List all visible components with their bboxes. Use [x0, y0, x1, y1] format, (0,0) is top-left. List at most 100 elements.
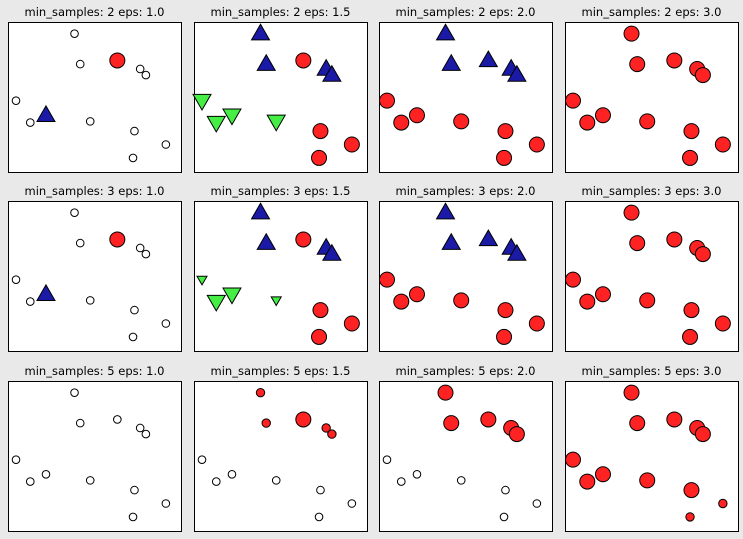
cluster-0-point — [443, 415, 460, 432]
noise-point — [130, 305, 139, 315]
cluster-0-point — [594, 107, 611, 124]
subplot-title: min_samples: 5 eps: 3.0 — [582, 364, 722, 378]
cluster-0-point — [579, 293, 596, 310]
cluster-0-point — [321, 423, 331, 433]
cluster-0-point — [579, 473, 596, 490]
plot-area — [194, 381, 368, 532]
noise-point — [25, 477, 35, 486]
cluster-1-point — [322, 64, 342, 82]
cluster-0-point — [453, 292, 470, 309]
cluster-0-point — [393, 293, 410, 310]
cluster-0-point — [497, 123, 514, 140]
subplot: min_samples: 2 eps: 1.5 — [192, 5, 368, 173]
cluster-2-point — [192, 93, 212, 111]
cluster-0-point — [311, 149, 328, 166]
cluster-0-point — [685, 512, 695, 522]
noise-point — [347, 499, 357, 508]
cluster-0-point — [255, 387, 266, 398]
subplot-title: min_samples: 3 eps: 1.0 — [25, 184, 165, 198]
cluster-2-point — [222, 287, 242, 305]
cluster-1-point — [435, 202, 456, 220]
cluster-0-point — [295, 231, 312, 248]
cluster-0-point — [629, 415, 646, 432]
cluster-0-point — [683, 482, 700, 499]
noise-point — [128, 153, 138, 163]
cluster-0-point — [528, 136, 545, 153]
cluster-1-point — [36, 283, 56, 301]
noise-point — [25, 118, 35, 127]
subplot: min_samples: 5 eps: 1.0 — [8, 364, 182, 532]
subplot-title: min_samples: 2 eps: 1.5 — [211, 5, 351, 19]
subplot-title: min_samples: 5 eps: 1.5 — [211, 364, 351, 378]
cluster-0-point — [623, 25, 640, 42]
subplot: min_samples: 3 eps: 3.0 — [565, 184, 739, 352]
cluster-0-point — [682, 328, 699, 345]
noise-point — [271, 476, 281, 485]
cluster-0-point — [453, 113, 470, 130]
cluster-1-point — [256, 232, 277, 250]
subplot-title: min_samples: 5 eps: 2.0 — [396, 364, 536, 378]
noise-point — [532, 499, 542, 508]
noise-point — [382, 455, 392, 464]
cluster-0-point — [311, 328, 328, 345]
noise-point — [141, 429, 151, 439]
noise-point — [85, 476, 95, 485]
cluster-0-point — [639, 113, 656, 130]
plot-area — [379, 201, 553, 352]
cluster-0-point — [327, 429, 337, 439]
subplot: min_samples: 3 eps: 1.0 — [8, 184, 182, 352]
noise-point — [396, 477, 406, 486]
cluster-1-point — [36, 104, 56, 122]
subplot: min_samples: 3 eps: 1.5 — [194, 184, 368, 352]
cluster-2-point — [266, 114, 287, 132]
cluster-2-point — [270, 296, 283, 307]
subplot: min_samples: 3 eps: 2.0 — [379, 184, 553, 352]
noise-point — [316, 485, 325, 495]
noise-point — [70, 208, 79, 217]
cluster-1-point — [507, 64, 527, 82]
cluster-0-point — [343, 315, 360, 332]
noise-point — [456, 476, 466, 485]
cluster-0-point — [623, 384, 640, 401]
cluster-0-point — [565, 271, 581, 288]
cluster-1-point — [435, 23, 456, 41]
cluster-0-point — [508, 426, 525, 443]
cluster-0-point — [718, 498, 728, 509]
subplot: min_samples: 2 eps: 2.0 — [379, 5, 553, 173]
cluster-0-point — [408, 107, 425, 124]
noise-point — [11, 96, 21, 105]
noise-point — [161, 140, 171, 149]
cluster-0-point — [437, 384, 454, 401]
cluster-1-point — [322, 243, 342, 261]
cluster-0-point — [497, 302, 514, 319]
cluster-0-point — [408, 286, 425, 303]
cluster-0-point — [682, 149, 699, 166]
noise-point — [85, 296, 95, 305]
noise-point — [128, 332, 138, 342]
cluster-0-point — [629, 235, 646, 252]
cluster-1-point — [441, 232, 462, 250]
subplot-title: min_samples: 2 eps: 3.0 — [582, 5, 722, 19]
plot-area — [8, 381, 182, 532]
cluster-0-point — [496, 328, 513, 345]
noise-point — [75, 59, 85, 69]
cluster-0-point — [683, 302, 700, 319]
cluster-0-point — [295, 411, 312, 428]
plot-area — [379, 381, 553, 532]
subplot-title: min_samples: 3 eps: 3.0 — [582, 184, 722, 198]
cluster-0-point — [261, 418, 271, 428]
cluster-0-point — [639, 472, 656, 489]
subplot: min_samples: 5 eps: 2.0 — [379, 364, 553, 532]
cluster-0-point — [666, 231, 683, 248]
noise-point — [25, 297, 35, 306]
plot-area — [8, 201, 182, 352]
cluster-2-point — [206, 115, 227, 133]
cluster-0-point — [343, 136, 360, 153]
cluster-2-point — [196, 275, 208, 286]
cluster-2-point — [222, 108, 242, 126]
noise-point — [41, 469, 51, 479]
cluster-0-point — [629, 56, 646, 73]
noise-point — [75, 418, 85, 428]
plot-area — [565, 381, 739, 532]
